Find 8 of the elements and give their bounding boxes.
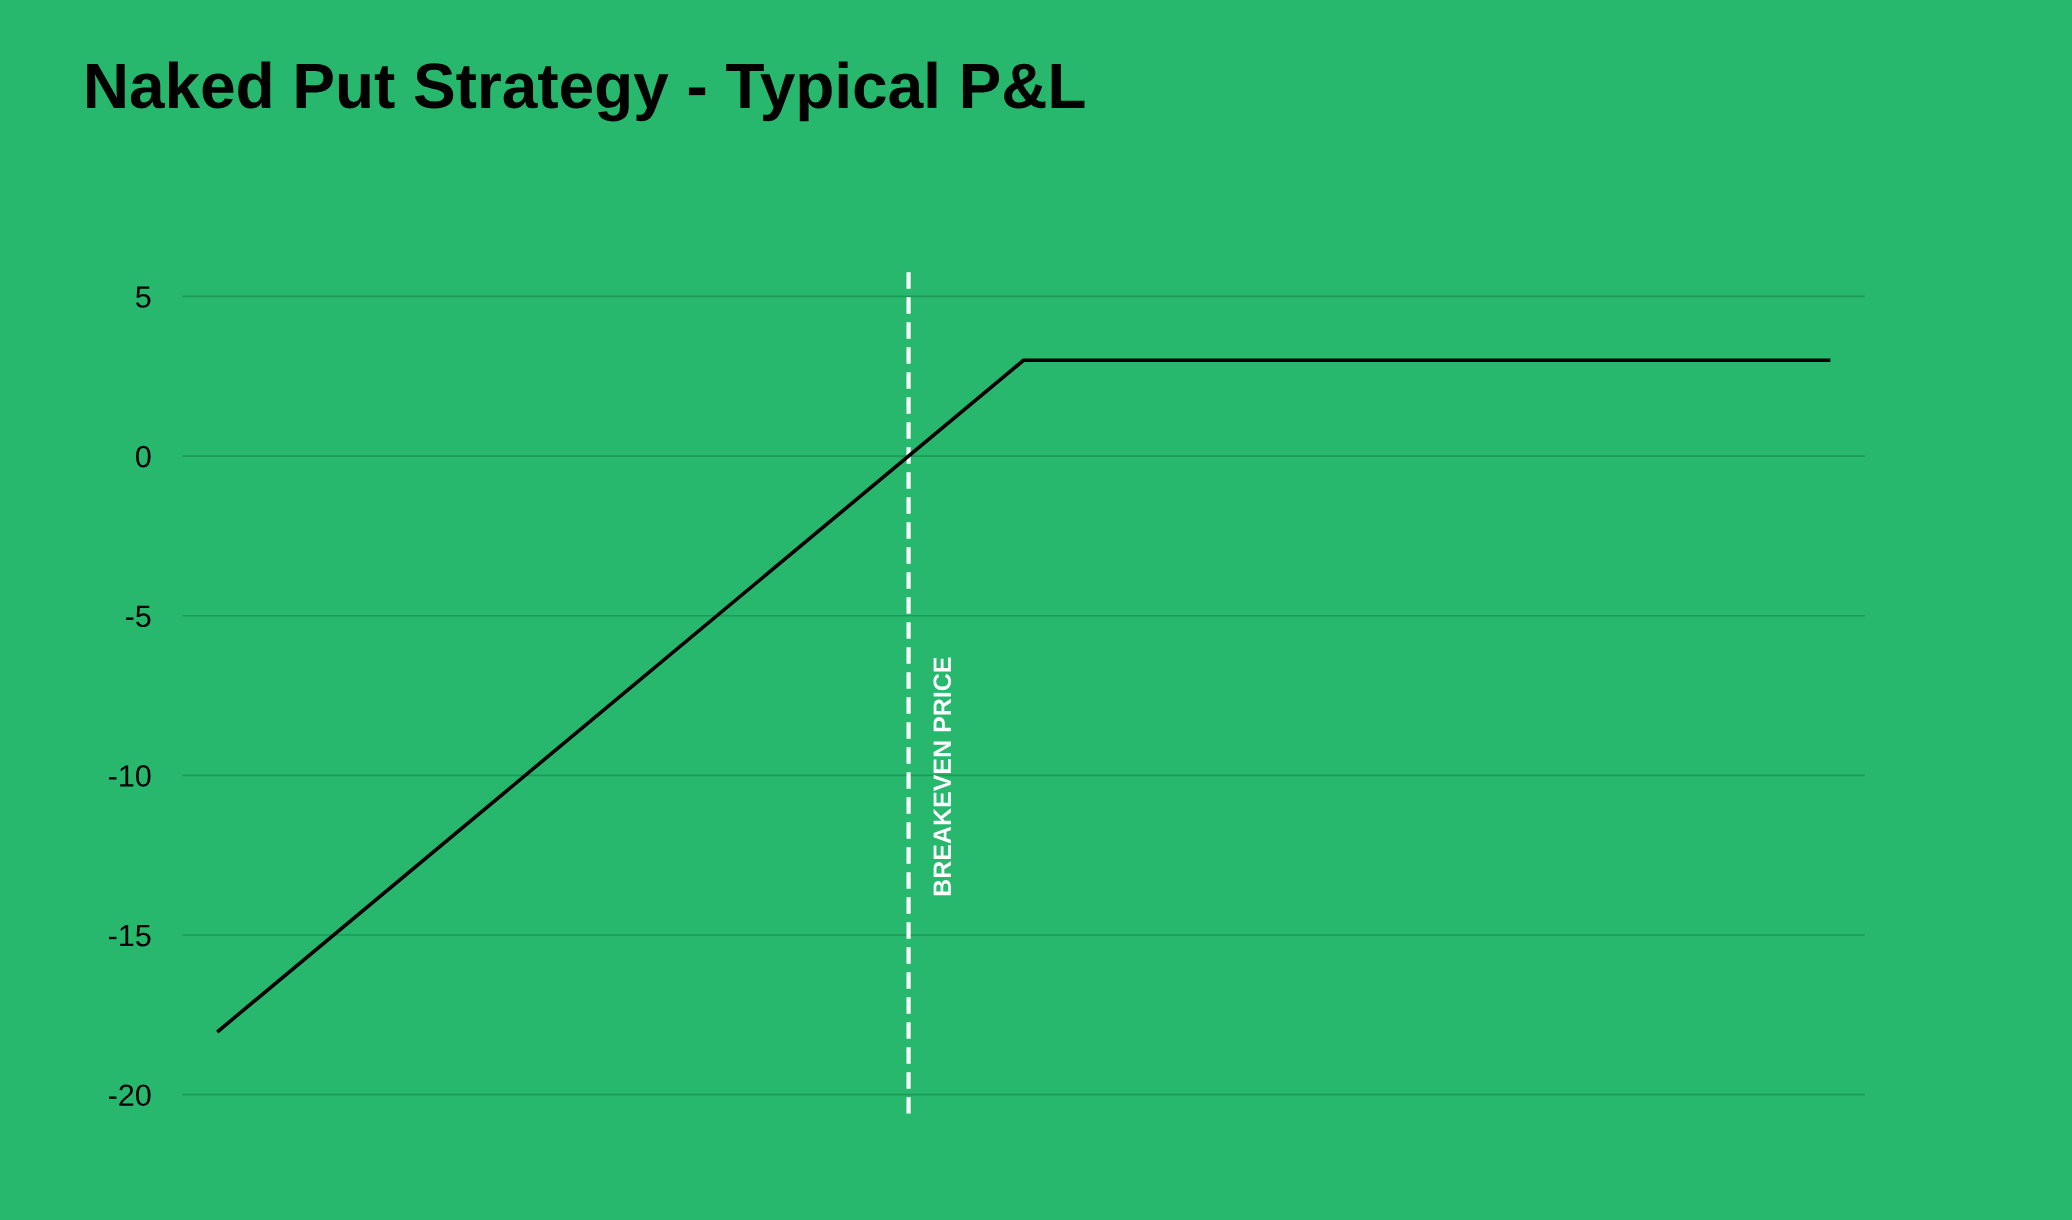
y-tick-label: -10 bbox=[108, 765, 151, 787]
y-tick-label: 5 bbox=[136, 286, 151, 308]
y-tick-label: -15 bbox=[108, 925, 151, 947]
y-tick-label: 0 bbox=[135, 445, 151, 468]
chart-title: Naked Put Strategy - Typical P&L bbox=[87, 61, 1085, 122]
annotation: BREAKEVEN PRICE bbox=[933, 657, 952, 896]
y-tick-label: -5 bbox=[125, 605, 151, 628]
y-tick-label: -20 bbox=[108, 1084, 151, 1107]
